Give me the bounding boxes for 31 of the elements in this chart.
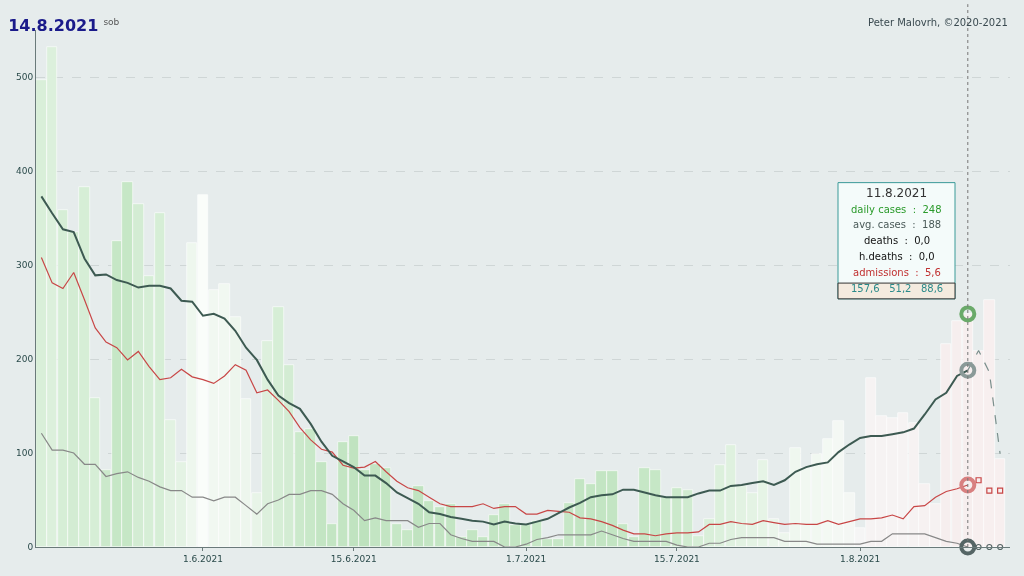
x-tick-label: 1.8.2021	[840, 553, 881, 564]
point	[975, 477, 982, 484]
x-tick-label: 1.6.2021	[182, 553, 224, 564]
x-tick-label: 1.7.2021	[506, 553, 547, 564]
x-tick-label: 15.6.2021	[330, 553, 377, 564]
y-tick-label: 200	[16, 354, 34, 365]
text: Peter Malovrh, ©2020-2021	[868, 17, 1008, 28]
chart-subtitle: sob	[103, 16, 120, 27]
point	[975, 543, 982, 551]
annotation: 11.8.2021	[866, 186, 928, 200]
y-tick-label: 0	[27, 542, 34, 553]
annotation: deaths : 0,0	[864, 235, 931, 246]
x-tick-label: 15.7.2021	[654, 553, 700, 564]
point	[959, 476, 977, 494]
point	[959, 361, 977, 379]
annotation: 157,6 51,2 88,6	[851, 283, 944, 294]
y-tick-label: 400	[16, 166, 34, 177]
annotation: admissions : 5,6	[853, 267, 941, 278]
annotation: daily cases : 248	[851, 204, 942, 215]
point	[997, 487, 1004, 494]
chart-title: 14.8.2021	[8, 16, 99, 36]
point	[959, 305, 977, 323]
y-tick-label: 500	[16, 72, 34, 83]
point	[959, 538, 977, 556]
point	[997, 543, 1004, 551]
point	[986, 543, 993, 551]
y-tick-label: 300	[16, 260, 34, 271]
point	[986, 487, 993, 494]
y-tick-label: 100	[16, 448, 34, 459]
annotation: avg. cases : 188	[853, 219, 942, 230]
annotation: h.deaths : 0,0	[859, 251, 935, 262]
